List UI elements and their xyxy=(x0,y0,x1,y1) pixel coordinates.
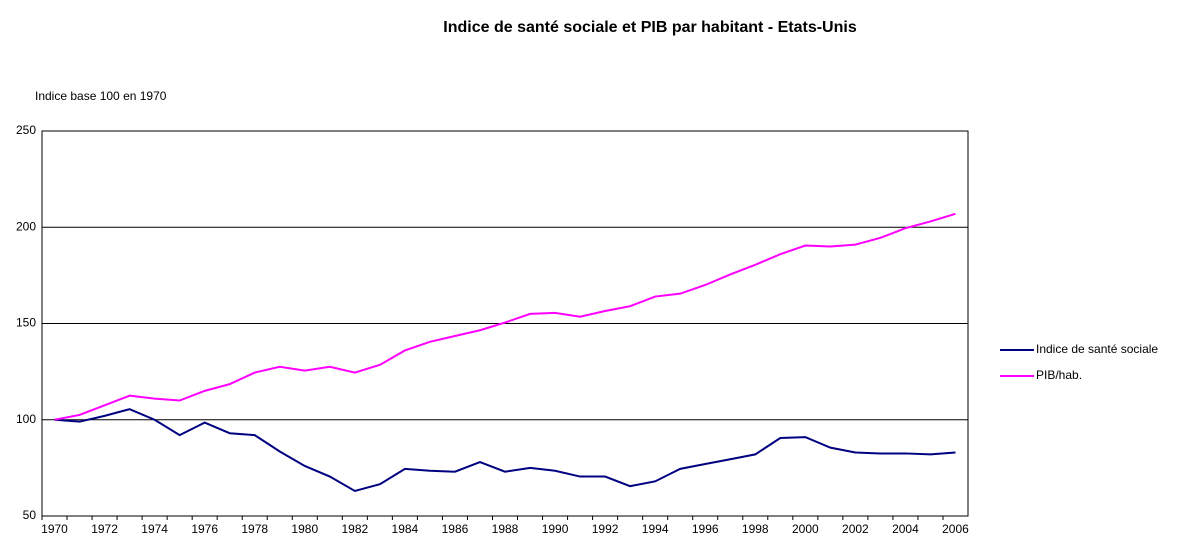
x-tick-label: 1988 xyxy=(492,522,519,536)
y-tick-label: 150 xyxy=(16,316,36,330)
x-tick-label: 1980 xyxy=(291,522,318,536)
plot-border xyxy=(41,130,969,517)
chart-title: Indice de santé sociale et PIB par habit… xyxy=(443,19,857,36)
x-tick-label: 1970 xyxy=(41,522,68,536)
x-tick-label: 1984 xyxy=(392,522,419,536)
y-tick-label: 200 xyxy=(16,219,36,233)
y-tick-label: 250 xyxy=(16,123,36,137)
x-tick-label: 1974 xyxy=(141,522,168,536)
x-tick-label: 1986 xyxy=(442,522,469,536)
x-tick-label: 2006 xyxy=(942,522,969,536)
legend-label: PIB/hab. xyxy=(1036,368,1082,382)
x-tick-label: 2002 xyxy=(842,522,869,536)
series-line xyxy=(54,212,956,421)
x-tick-label: 1990 xyxy=(542,522,569,536)
x-tick-label: 2000 xyxy=(792,522,819,536)
x-tick-label: 1998 xyxy=(742,522,769,536)
x-tick-label: 1972 xyxy=(91,522,118,536)
series-line xyxy=(54,408,956,493)
x-tick-label: 1992 xyxy=(592,522,619,536)
y-tick-label: 100 xyxy=(16,412,36,426)
legend-label: Indice de santé sociale xyxy=(1036,342,1158,356)
x-tick-label: 1996 xyxy=(692,522,719,536)
x-tick-label: 2004 xyxy=(892,522,919,536)
y-tick-label: 50 xyxy=(23,508,37,522)
x-tick-label: 1982 xyxy=(341,522,368,536)
y-axis-label: Indice base 100 en 1970 xyxy=(35,89,167,103)
x-tick-label: 1994 xyxy=(642,522,669,536)
x-tick-label: 1978 xyxy=(241,522,268,536)
x-tick-label: 1976 xyxy=(191,522,218,536)
